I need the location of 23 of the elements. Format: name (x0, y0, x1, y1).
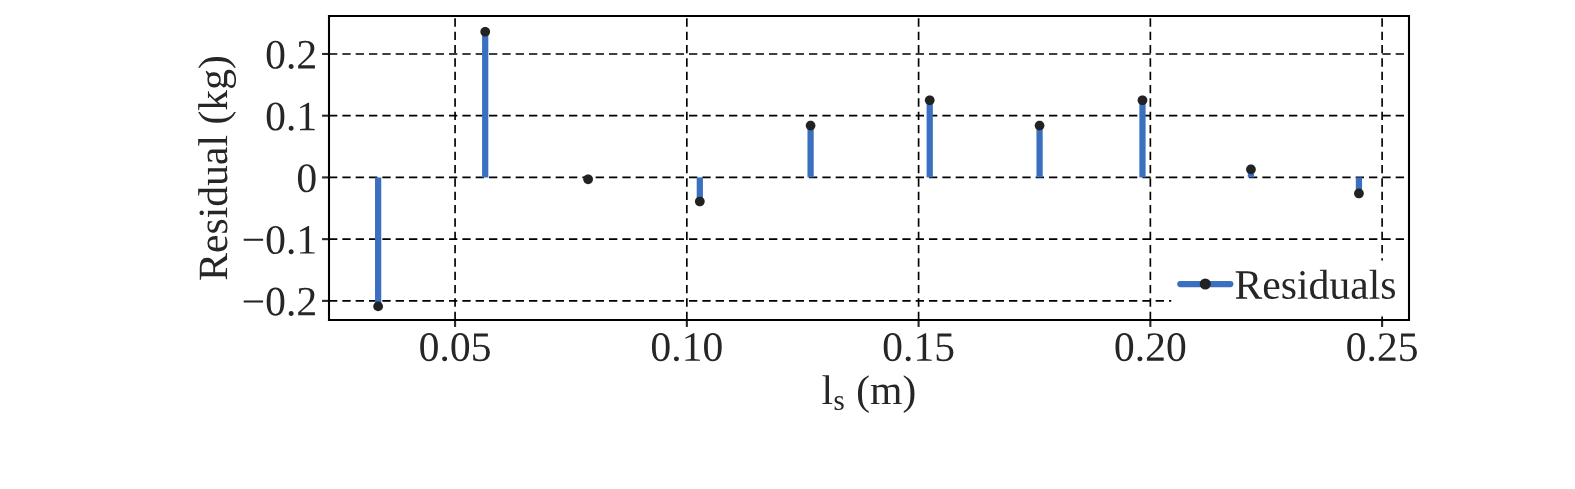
x-tick-label: 0.05 (420, 333, 490, 362)
y-tick-label: 0.1 (266, 102, 315, 131)
point (1354, 188, 1364, 199)
y-tick-label: −0.2 (243, 287, 315, 316)
point (694, 196, 705, 207)
point (1246, 164, 1256, 175)
x-tick-label: 0.15 (883, 333, 954, 362)
point (480, 26, 491, 37)
y-axis-title: Residual (kg) (198, 57, 237, 280)
x-tick-label: 0.25 (1347, 333, 1417, 362)
point (924, 95, 935, 106)
point (583, 174, 593, 185)
point (805, 120, 816, 131)
y-tick-label: 0.2 (266, 40, 315, 70)
x-tick-label: 0.20 (1115, 333, 1186, 362)
y-tick-label: −0.1 (243, 225, 315, 255)
x-tick-label: 0.10 (651, 333, 722, 362)
y-tick-label: 0 (297, 164, 316, 193)
legend-label: Residuals (1235, 269, 1395, 300)
point (1137, 95, 1148, 106)
point (373, 301, 383, 312)
x-axis-title: l$_{s}$ (m) (822, 375, 915, 413)
point (1034, 120, 1045, 131)
